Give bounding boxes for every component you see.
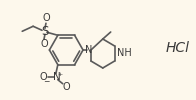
Text: O: O bbox=[39, 72, 47, 82]
Text: S: S bbox=[41, 25, 49, 38]
Text: NH: NH bbox=[117, 48, 131, 58]
Text: +: + bbox=[58, 72, 63, 77]
Text: N: N bbox=[53, 72, 61, 82]
Text: −: − bbox=[43, 77, 50, 86]
Text: O: O bbox=[42, 13, 50, 23]
Text: O: O bbox=[63, 82, 71, 92]
Text: O: O bbox=[40, 39, 48, 49]
Text: N: N bbox=[85, 45, 93, 55]
Text: HCl: HCl bbox=[166, 41, 190, 55]
